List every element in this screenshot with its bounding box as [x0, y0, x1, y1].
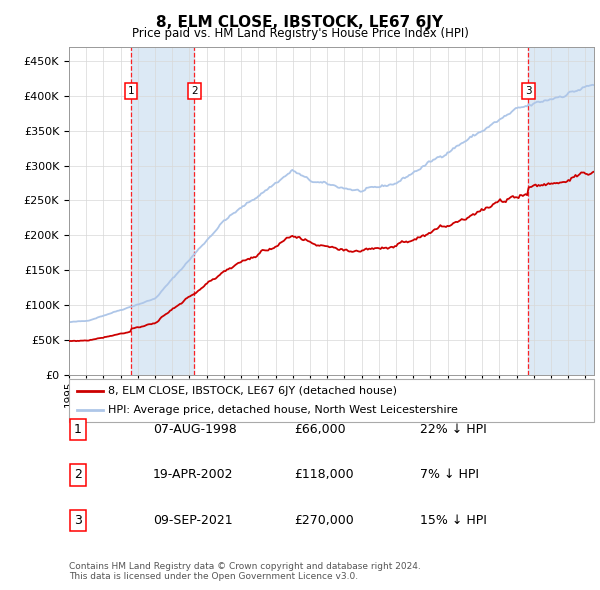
Text: £270,000: £270,000 — [294, 514, 354, 527]
Text: HPI: Average price, detached house, North West Leicestershire: HPI: Average price, detached house, Nort… — [109, 405, 458, 415]
Text: 07-AUG-1998: 07-AUG-1998 — [153, 423, 237, 436]
Text: 2: 2 — [191, 86, 198, 96]
Text: 3: 3 — [74, 514, 82, 527]
Text: 19-APR-2002: 19-APR-2002 — [153, 468, 233, 481]
FancyBboxPatch shape — [69, 379, 594, 422]
Text: 8, ELM CLOSE, IBSTOCK, LE67 6JY: 8, ELM CLOSE, IBSTOCK, LE67 6JY — [157, 15, 443, 30]
Text: 2: 2 — [74, 468, 82, 481]
Text: £118,000: £118,000 — [294, 468, 353, 481]
Text: Contains HM Land Registry data © Crown copyright and database right 2024.
This d: Contains HM Land Registry data © Crown c… — [69, 562, 421, 581]
Text: Price paid vs. HM Land Registry's House Price Index (HPI): Price paid vs. HM Land Registry's House … — [131, 27, 469, 40]
Bar — [131, 47, 194, 375]
Text: 09-SEP-2021: 09-SEP-2021 — [153, 514, 233, 527]
Text: 1: 1 — [74, 423, 82, 436]
Text: 15% ↓ HPI: 15% ↓ HPI — [420, 514, 487, 527]
Bar — [529, 47, 594, 375]
Text: £66,000: £66,000 — [294, 423, 346, 436]
Text: 22% ↓ HPI: 22% ↓ HPI — [420, 423, 487, 436]
Text: 3: 3 — [525, 86, 532, 96]
Text: 8, ELM CLOSE, IBSTOCK, LE67 6JY (detached house): 8, ELM CLOSE, IBSTOCK, LE67 6JY (detache… — [109, 386, 397, 396]
Text: 1: 1 — [128, 86, 134, 96]
Text: 7% ↓ HPI: 7% ↓ HPI — [420, 468, 479, 481]
